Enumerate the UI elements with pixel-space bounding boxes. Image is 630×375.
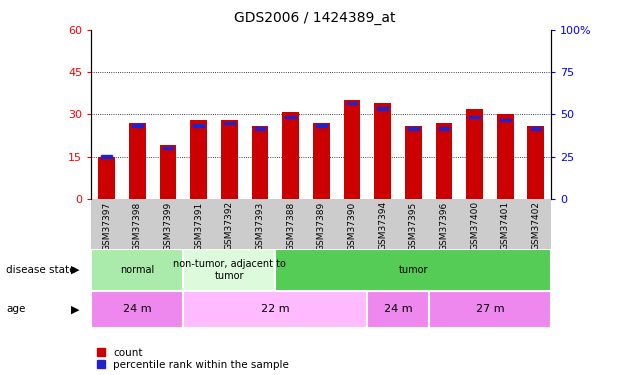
Text: age: age bbox=[6, 304, 26, 314]
Bar bbox=[469, 116, 480, 118]
Text: GSM37388: GSM37388 bbox=[286, 201, 295, 250]
Bar bbox=[129, 123, 146, 199]
Bar bbox=[91, 291, 183, 328]
Text: GSM37389: GSM37389 bbox=[317, 201, 326, 250]
Text: GSM37396: GSM37396 bbox=[440, 201, 449, 250]
Text: tumor: tumor bbox=[399, 265, 428, 275]
Text: GSM37402: GSM37402 bbox=[532, 201, 541, 250]
Bar bbox=[374, 103, 391, 199]
Text: 24 m: 24 m bbox=[123, 304, 152, 314]
Text: GSM37395: GSM37395 bbox=[409, 201, 418, 250]
Bar bbox=[282, 112, 299, 199]
Text: GSM37392: GSM37392 bbox=[225, 201, 234, 250]
Bar bbox=[405, 126, 421, 199]
Text: GSM37401: GSM37401 bbox=[501, 201, 510, 250]
Bar bbox=[163, 147, 173, 149]
Text: GSM37391: GSM37391 bbox=[194, 201, 203, 250]
Text: 22 m: 22 m bbox=[261, 304, 290, 314]
Bar bbox=[98, 157, 115, 199]
Bar bbox=[159, 146, 176, 199]
Bar bbox=[367, 291, 428, 328]
Text: 27 m: 27 m bbox=[476, 304, 504, 314]
Bar bbox=[435, 123, 452, 199]
Bar bbox=[497, 114, 513, 199]
Text: disease state: disease state bbox=[6, 265, 76, 275]
Bar bbox=[193, 124, 204, 127]
Bar bbox=[343, 100, 360, 199]
Bar bbox=[313, 123, 329, 199]
Legend: count, percentile rank within the sample: count, percentile rank within the sample bbox=[96, 348, 289, 370]
Bar bbox=[275, 249, 551, 291]
Bar bbox=[251, 126, 268, 199]
Text: GDS2006 / 1424389_at: GDS2006 / 1424389_at bbox=[234, 11, 396, 25]
Text: GSM37398: GSM37398 bbox=[133, 201, 142, 250]
Bar bbox=[132, 124, 143, 127]
Bar bbox=[183, 291, 367, 328]
Bar bbox=[316, 124, 327, 127]
Bar bbox=[285, 116, 296, 118]
Bar bbox=[466, 109, 483, 199]
Text: ▶: ▶ bbox=[71, 265, 80, 275]
Text: ▶: ▶ bbox=[71, 304, 80, 314]
Bar bbox=[530, 127, 541, 130]
Text: GSM37399: GSM37399 bbox=[164, 201, 173, 250]
Bar bbox=[190, 120, 207, 199]
Bar bbox=[438, 127, 449, 130]
Bar bbox=[377, 108, 388, 110]
Text: GSM37397: GSM37397 bbox=[102, 201, 111, 250]
Bar bbox=[527, 126, 544, 199]
Text: GSM37390: GSM37390 bbox=[348, 201, 357, 250]
Bar bbox=[91, 249, 183, 291]
Text: non-tumor, adjacent to
tumor: non-tumor, adjacent to tumor bbox=[173, 259, 286, 281]
Bar bbox=[224, 122, 235, 124]
Bar bbox=[221, 120, 238, 199]
Bar bbox=[101, 155, 112, 158]
Text: 24 m: 24 m bbox=[384, 304, 412, 314]
Bar bbox=[408, 127, 419, 130]
Text: GSM37394: GSM37394 bbox=[378, 201, 387, 250]
Text: normal: normal bbox=[120, 265, 154, 275]
Text: GSM37400: GSM37400 bbox=[470, 201, 479, 250]
Bar bbox=[183, 249, 275, 291]
Text: GSM37393: GSM37393 bbox=[256, 201, 265, 250]
Bar bbox=[346, 102, 357, 104]
Bar bbox=[255, 127, 265, 130]
Bar bbox=[500, 119, 511, 121]
Bar bbox=[428, 291, 551, 328]
